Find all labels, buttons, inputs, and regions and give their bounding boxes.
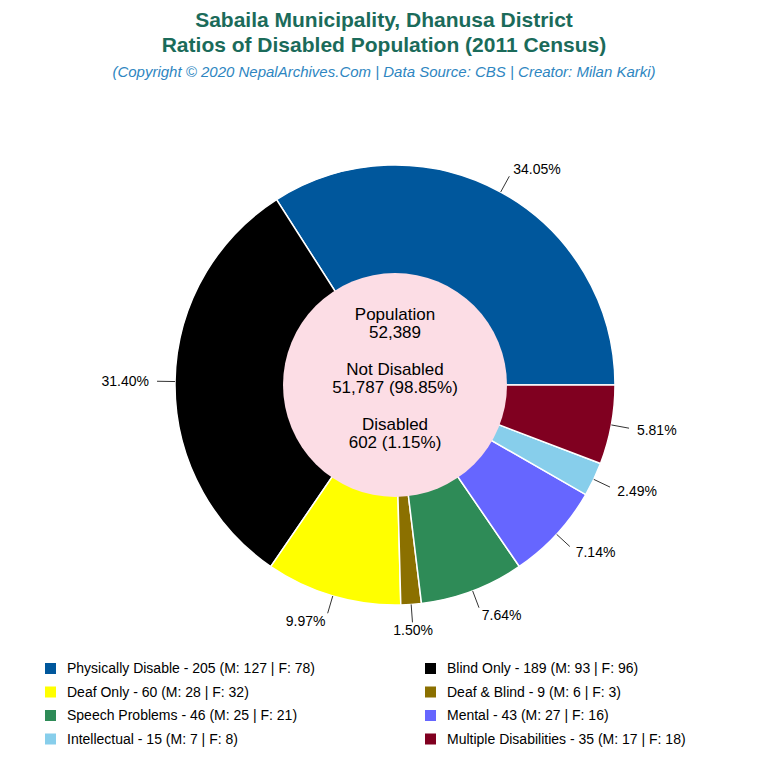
legend-label: Blind Only - 189 (M: 93 | F: 96): [447, 660, 638, 676]
legend-label: Multiple Disabilities - 35 (M: 17 | F: 1…: [447, 731, 686, 747]
leader-line: [594, 479, 610, 487]
data-label: 2.49%: [617, 483, 657, 499]
legend-swatch: [425, 663, 436, 674]
title: Ratios of Disabled Population (2011 Cens…: [162, 33, 607, 56]
legend-label: Speech Problems - 46 (M: 25 | F: 21): [67, 707, 297, 723]
legend-swatch: [45, 734, 56, 745]
data-label: 7.64%: [482, 607, 522, 623]
chart: Sabaila Municipality, Dhanusa DistrictRa…: [0, 0, 768, 768]
legend-label: Mental - 43 (M: 27 | F: 16): [447, 707, 609, 723]
leader-line: [611, 425, 629, 428]
legend-label: Deaf Only - 60 (M: 28 | F: 32): [67, 684, 249, 700]
legend-swatch: [425, 710, 436, 721]
center-text: 52,389: [369, 323, 421, 342]
legend-label: Intellectual - 15 (M: 7 | F: 8): [67, 731, 238, 747]
leader-line: [411, 604, 412, 622]
data-label: 34.05%: [513, 161, 560, 177]
leader-line: [501, 176, 510, 192]
center-text: Population: [355, 305, 435, 324]
center-text: 602 (1.15%): [349, 433, 442, 452]
title: Sabaila Municipality, Dhanusa District: [195, 8, 573, 31]
center-text: Not Disabled: [346, 360, 443, 379]
subtitle: (Copyright © 2020 NepalArchives.Com | Da…: [112, 63, 655, 80]
legend-label: Physically Disable - 205 (M: 127 | F: 78…: [67, 660, 315, 676]
data-label: 7.14%: [576, 544, 616, 560]
legend: Physically Disable - 205 (M: 127 | F: 78…: [45, 660, 686, 747]
leader-line: [557, 534, 570, 546]
leader-line: [328, 596, 333, 613]
data-label: 5.81%: [637, 422, 677, 438]
leader-line: [473, 591, 479, 608]
data-label: 1.50%: [393, 622, 433, 638]
leader-line: [157, 381, 175, 382]
data-label: 31.40%: [102, 373, 149, 389]
pie: Population52,389 Not Disabled51,787 (98.8…: [102, 161, 677, 638]
data-label: 9.97%: [286, 613, 326, 629]
legend-swatch: [45, 687, 56, 698]
center-text: 51,787 (98.85%): [332, 378, 458, 397]
center-text: Disabled: [362, 415, 428, 434]
center-circle: [283, 273, 507, 497]
legend-swatch: [425, 734, 436, 745]
legend-swatch: [45, 663, 56, 674]
legend-swatch: [425, 687, 436, 698]
legend-swatch: [45, 710, 56, 721]
legend-label: Deaf & Blind - 9 (M: 6 | F: 3): [447, 684, 621, 700]
